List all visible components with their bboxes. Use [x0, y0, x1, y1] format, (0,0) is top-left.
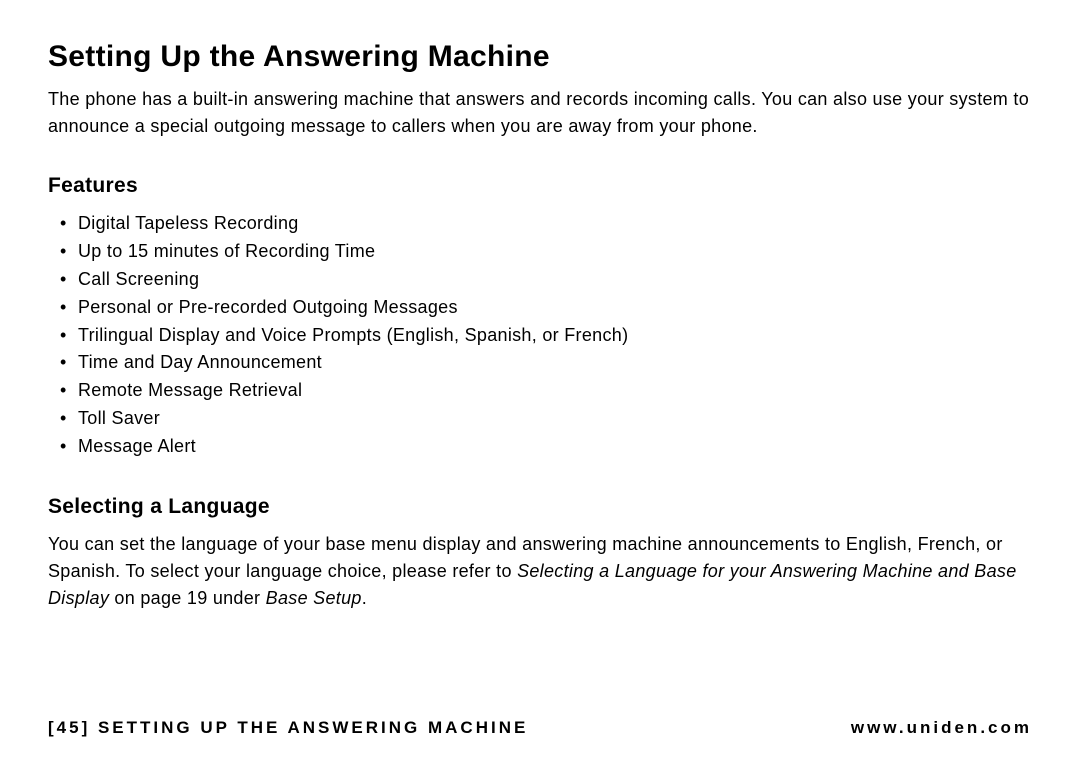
list-item: Toll Saver — [78, 405, 1032, 433]
intro-paragraph: The phone has a built-in answering machi… — [48, 86, 1032, 140]
page-title: Setting Up the Answering Machine — [48, 40, 1032, 74]
language-text-mid: on page 19 under — [109, 588, 266, 608]
list-item: Digital Tapeless Recording — [78, 210, 1032, 238]
footer-left: [45] SETTING UP THE ANSWERING MACHINE — [48, 718, 528, 738]
language-paragraph: You can set the language of your base me… — [48, 531, 1032, 612]
language-heading: Selecting a Language — [48, 495, 1032, 519]
list-item: Message Alert — [78, 433, 1032, 461]
features-list: Digital Tapeless Recording Up to 15 minu… — [48, 210, 1032, 461]
list-item: Remote Message Retrieval — [78, 377, 1032, 405]
list-item: Trilingual Display and Voice Prompts (En… — [78, 322, 1032, 350]
list-item: Time and Day Announcement — [78, 349, 1032, 377]
footer-url: www.uniden.com — [851, 718, 1032, 738]
list-item: Personal or Pre-recorded Outgoing Messag… — [78, 294, 1032, 322]
page-number: [45] — [48, 718, 90, 737]
footer-section-name: SETTING UP THE ANSWERING MACHINE — [98, 718, 528, 737]
page-footer: [45] SETTING UP THE ANSWERING MACHINE ww… — [48, 718, 1032, 738]
list-item: Call Screening — [78, 266, 1032, 294]
features-heading: Features — [48, 174, 1032, 198]
language-text-end: . — [362, 588, 367, 608]
list-item: Up to 15 minutes of Recording Time — [78, 238, 1032, 266]
language-reference-2: Base Setup — [266, 588, 362, 608]
